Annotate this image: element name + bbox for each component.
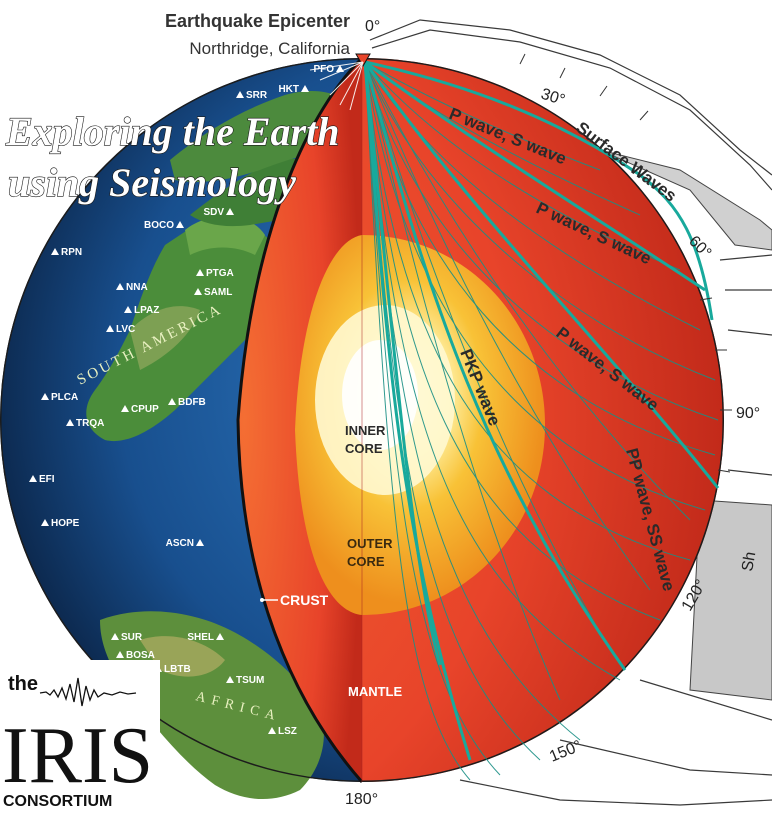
station-marker (216, 633, 224, 640)
station-label: LPAZ (134, 305, 159, 316)
station-marker (124, 306, 132, 313)
station-marker (116, 283, 124, 290)
rim-ticks (519, 53, 732, 473)
seismic-rays-main (363, 60, 720, 761)
station-label: PFO (313, 64, 334, 75)
station-label: PLCA (51, 392, 78, 403)
station-marker (196, 269, 204, 276)
cutaway-edge (236, 56, 364, 783)
station-marker (111, 633, 119, 640)
station-label: SAML (204, 287, 232, 298)
station-label: BOCO (144, 220, 174, 231)
station-marker (29, 475, 37, 482)
station-label: EFI (39, 474, 55, 485)
shadow-band (689, 499, 772, 701)
logo-the: the (8, 673, 38, 695)
degree-0: 0° (365, 18, 380, 35)
station-label: BOSA (126, 650, 155, 661)
station-marker (116, 651, 124, 658)
station-label: PTGA (206, 268, 234, 279)
station-marker (226, 208, 234, 215)
station-label: TSUM (236, 675, 264, 686)
station-label: LVC (116, 324, 135, 335)
station-label: SDV (203, 207, 224, 218)
label-inner-core-2: CORE (345, 441, 383, 456)
label-outer-core-1: OUTER (347, 536, 393, 551)
station-marker (41, 393, 49, 400)
label-mantle: MANTLE (348, 684, 402, 699)
station-marker (194, 288, 202, 295)
station-label: SHEL (187, 632, 214, 643)
iris-logo: the IRIS CONSORTIUM (0, 660, 160, 814)
degree-90: 90° (736, 405, 760, 422)
degree-150: 150° (547, 738, 584, 766)
label-edge: Sh (739, 550, 759, 572)
label-crust: CRUST (280, 592, 329, 608)
station-label: ASCN (166, 538, 194, 549)
logo-consortium: CONSORTIUM (3, 793, 112, 810)
label-outer-core-2: CORE (347, 554, 385, 569)
station-label: TRQA (76, 418, 104, 429)
station-marker (176, 221, 184, 228)
station-marker (336, 65, 344, 72)
seismogram-icon (39, 677, 137, 707)
header-subtitle: Northridge, California (189, 39, 350, 58)
station-marker (236, 91, 244, 98)
degree-30: 30° (539, 86, 567, 110)
distance-band-lines (369, 19, 772, 806)
station-label: SRR (246, 90, 268, 101)
station-label: BDFB (178, 397, 206, 408)
degree-180: 180° (345, 791, 378, 808)
station-marker (121, 405, 129, 412)
station-marker (226, 676, 234, 683)
station-marker (168, 398, 176, 405)
station-label: HKT (278, 84, 299, 95)
station-label: RPN (61, 247, 82, 258)
station-label: NNA (126, 282, 148, 293)
station-label: CPUP (131, 404, 159, 415)
station-label: HOPE (51, 518, 80, 529)
banner-line2: using Seismology (8, 160, 296, 205)
station-marker (196, 539, 204, 546)
station-marker (268, 727, 276, 734)
shadow-band-upper (599, 149, 772, 251)
header-title: Earthquake Epicenter (165, 11, 350, 31)
label-inner-core-1: INNER (345, 423, 386, 438)
epicenter-marker (355, 53, 371, 67)
station-label: LBTB (164, 664, 191, 675)
station-marker (66, 419, 74, 426)
seismic-stations: PFO SRR HKT SDV BOCO RPN NNA PTGA SAML LPAZ LVC BDF… (29, 64, 344, 737)
station-marker (301, 85, 309, 92)
station-label: LSZ (278, 726, 297, 737)
station-marker (41, 519, 49, 526)
banner-line1: Exploring the Earth (5, 109, 339, 154)
station-marker (106, 325, 114, 332)
station-marker (51, 248, 59, 255)
station-label: SUR (121, 632, 143, 643)
logo-iris: IRIS (2, 712, 153, 800)
